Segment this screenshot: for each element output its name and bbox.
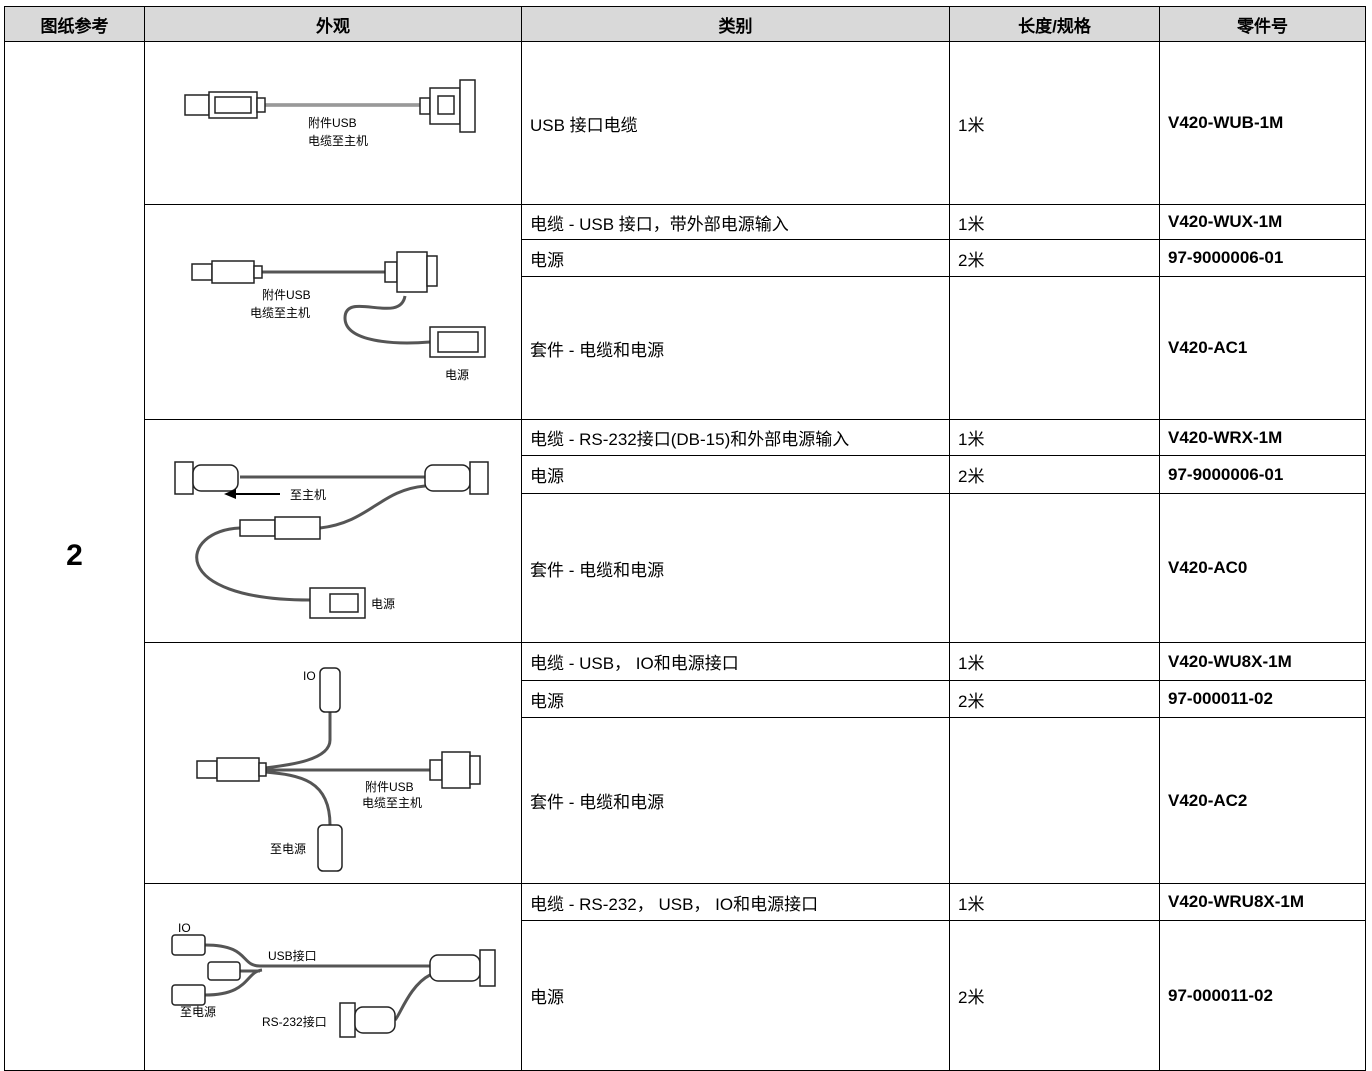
part-cell: V420-WUX-1M bbox=[1159, 204, 1366, 240]
image-cell bbox=[144, 883, 522, 1071]
length-cell: 2米 bbox=[949, 680, 1160, 718]
part-cell: V420-WRU8X-1M bbox=[1159, 883, 1366, 921]
image-cell bbox=[144, 41, 522, 205]
category-cell: 电源 bbox=[521, 920, 950, 1071]
part-cell: 97-000011-02 bbox=[1159, 920, 1366, 1071]
part-cell: V420-AC2 bbox=[1159, 717, 1366, 884]
image-cell bbox=[144, 204, 522, 420]
length-cell bbox=[949, 717, 1160, 884]
category-cell: 电缆 - USB， IO和电源接口 bbox=[521, 642, 950, 681]
category-cell: 套件 - 电缆和电源 bbox=[521, 493, 950, 643]
reference-cell: 2 bbox=[4, 41, 145, 1071]
length-cell: 1米 bbox=[949, 419, 1160, 456]
category-cell: 套件 - 电缆和电源 bbox=[521, 717, 950, 884]
length-cell bbox=[949, 493, 1160, 643]
length-cell: 2米 bbox=[949, 239, 1160, 277]
header-cell: 类别 bbox=[521, 6, 950, 42]
length-cell: 1米 bbox=[949, 41, 1160, 205]
part-cell: V420-WUB-1M bbox=[1159, 41, 1366, 205]
category-cell: 套件 - 电缆和电源 bbox=[521, 276, 950, 420]
part-cell: V420-AC1 bbox=[1159, 276, 1366, 420]
header-cell: 外观 bbox=[144, 6, 522, 42]
length-cell bbox=[949, 276, 1160, 420]
category-cell: 电源 bbox=[521, 239, 950, 277]
part-cell: V420-WRX-1M bbox=[1159, 419, 1366, 456]
part-cell: 97-000011-02 bbox=[1159, 680, 1366, 718]
length-cell: 2米 bbox=[949, 455, 1160, 494]
category-cell: 电缆 - USB 接口，带外部电源输入 bbox=[521, 204, 950, 240]
image-cell bbox=[144, 419, 522, 643]
image-cell bbox=[144, 642, 522, 884]
header-cell: 图纸参考 bbox=[4, 6, 145, 42]
category-cell: 电缆 - RS-232， USB， IO和电源接口 bbox=[521, 883, 950, 921]
part-cell: V420-WU8X-1M bbox=[1159, 642, 1366, 681]
length-cell: 1米 bbox=[949, 883, 1160, 921]
length-cell: 1米 bbox=[949, 204, 1160, 240]
category-cell: USB 接口电缆 bbox=[521, 41, 950, 205]
category-cell: 电源 bbox=[521, 680, 950, 718]
header-cell: 零件号 bbox=[1159, 6, 1366, 42]
header-cell: 长度/规格 bbox=[949, 6, 1160, 42]
part-cell: 97-9000006-01 bbox=[1159, 239, 1366, 277]
part-cell: 97-9000006-01 bbox=[1159, 455, 1366, 494]
length-cell: 1米 bbox=[949, 642, 1160, 681]
category-cell: 电缆 - RS-232接口(DB-15)和外部电源输入 bbox=[521, 419, 950, 456]
category-cell: 电源 bbox=[521, 455, 950, 494]
part-cell: V420-AC0 bbox=[1159, 493, 1366, 643]
length-cell: 2米 bbox=[949, 920, 1160, 1071]
